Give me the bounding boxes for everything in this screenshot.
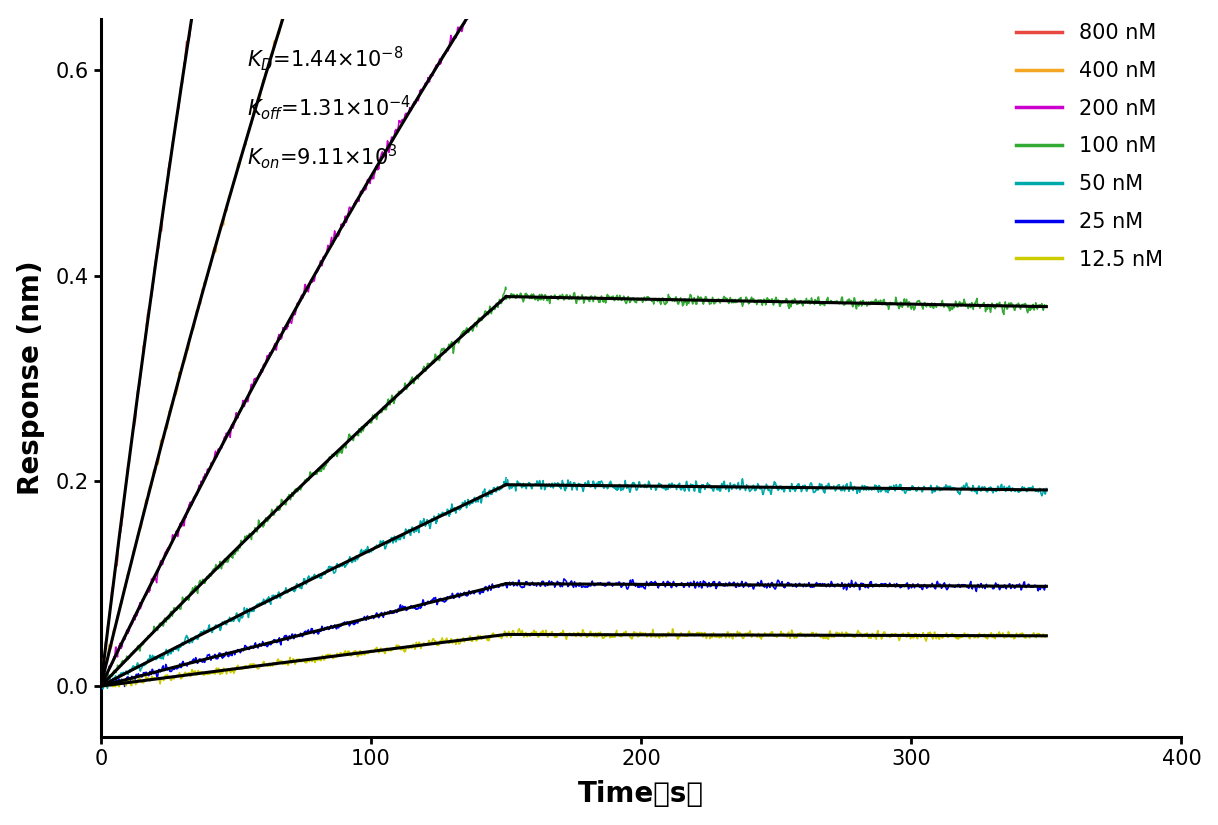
Legend: 800 nM, 400 nM, 200 nM, 100 nM, 50 nM, 25 nM, 12.5 nM: 800 nM, 400 nM, 200 nM, 100 nM, 50 nM, 2… xyxy=(1007,15,1170,278)
Text: $K_D$=1.44×10$^{-8}$
$K_{off}$=1.31×10$^{-4}$
$K_{on}$=9.11×10$^{3}$: $K_D$=1.44×10$^{-8}$ $K_{off}$=1.31×10$^… xyxy=(247,44,412,171)
Y-axis label: Response (nm): Response (nm) xyxy=(17,261,45,496)
X-axis label: Time（s）: Time（s） xyxy=(579,780,704,808)
